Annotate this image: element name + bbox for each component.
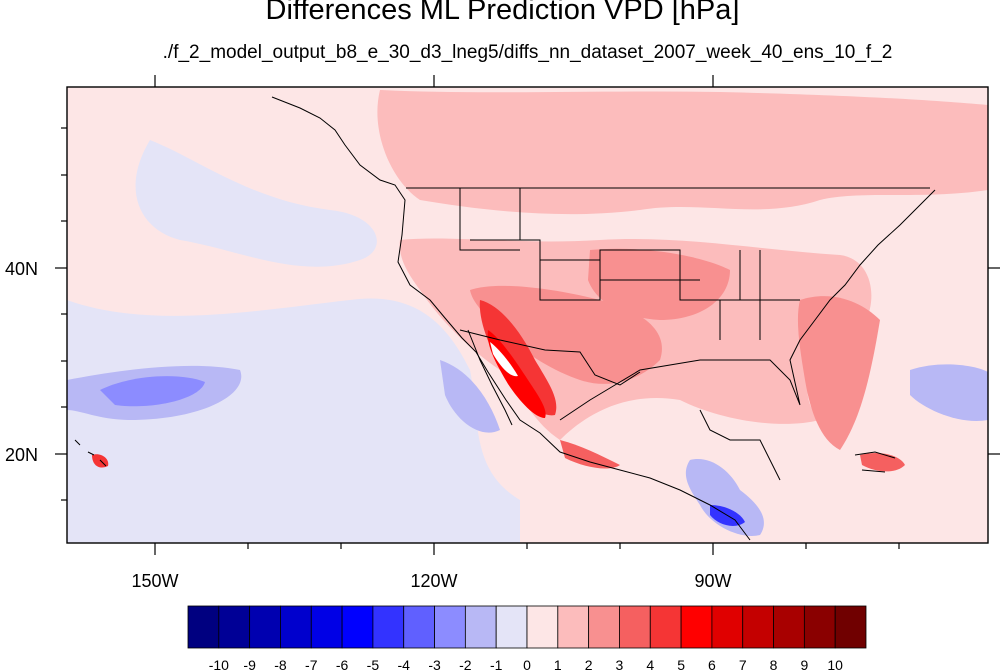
field-california-positive — [479, 300, 557, 416]
colorbar-swatch — [803, 605, 836, 649]
colorbar-label: 0 — [523, 657, 531, 672]
colorbar-swatch — [495, 605, 528, 649]
colorbar-label: -4 — [398, 657, 411, 672]
y-tick-label: 20N — [5, 445, 38, 465]
colorbar-swatch — [557, 605, 590, 649]
field-plains-positive — [588, 248, 730, 320]
colorbar-label: 8 — [770, 657, 778, 672]
colorbar-swatch — [588, 605, 620, 649]
colorbar-swatch — [372, 605, 405, 649]
colorbar-swatch — [341, 605, 374, 649]
colorbar-swatch — [280, 605, 312, 649]
colorbar-label: 9 — [800, 657, 808, 672]
colorbar-label: 2 — [585, 657, 593, 672]
state-borders — [459, 188, 800, 340]
coastline-layer — [74, 96, 936, 541]
colorbar-swatch — [464, 605, 497, 649]
colorbar-swatch — [619, 605, 651, 649]
hawaii-islands — [74, 439, 107, 467]
colorbar-label: -5 — [367, 657, 380, 672]
colorbar-label: 4 — [646, 657, 654, 672]
colorbar-swatch — [403, 605, 435, 649]
caribbean-islands — [854, 451, 896, 473]
colorbar-label: 1 — [554, 657, 562, 672]
colorbar-swatch — [649, 605, 682, 649]
colorbar-label: -6 — [336, 657, 349, 672]
field-north-pacific-negative — [135, 140, 377, 267]
field-southwest-positive — [470, 285, 662, 384]
colorbar-swatch — [434, 605, 466, 649]
colorbar-label: 6 — [708, 657, 716, 672]
x-tick-label: 120W — [410, 571, 457, 591]
colorbar-swatch — [773, 605, 805, 649]
colorbar-label: -3 — [428, 657, 441, 672]
colorbar-swatch — [711, 605, 744, 649]
colorbar-swatch — [187, 605, 220, 649]
yucatan-coastline — [699, 409, 781, 481]
colorbar-label: -1 — [490, 657, 503, 672]
colorbar-label: 10 — [827, 657, 843, 672]
baja-coastline — [467, 329, 513, 426]
field-pacific-negative — [67, 298, 520, 543]
field-north-positive — [377, 90, 988, 215]
gulf-atlantic-coastline — [559, 189, 936, 421]
field-negative-core — [100, 376, 205, 407]
colorbar-swatch — [834, 605, 867, 649]
colorbar: -10 -9 -8 -7 -6 -5 -4 -3 -2 -1 0 1 2 3 4 5 6 7 8 9 10 — [187, 605, 867, 672]
colorbar-label: -7 — [305, 657, 318, 672]
colorbar-swatch — [526, 605, 559, 649]
colorbar-label: -2 — [459, 657, 472, 672]
field-layer — [67, 87, 988, 543]
colorbar-label: -8 — [274, 657, 287, 672]
field-baja-negative — [440, 360, 500, 433]
colorbar-label: -10 — [209, 657, 229, 672]
field-central-america-negative — [685, 459, 764, 536]
field-atlantic-negative — [910, 364, 988, 421]
colorbar-label: 7 — [739, 657, 747, 672]
x-tick-label: 150W — [131, 571, 178, 591]
x-ticks — [154, 75, 900, 555]
field-california-center — [490, 342, 518, 377]
colorbar-label: -9 — [243, 657, 256, 672]
field-mexico-positive — [560, 440, 620, 469]
colorbar-label: 5 — [677, 657, 685, 672]
colorbar-label: 3 — [616, 657, 624, 672]
colorbar-swatch — [680, 605, 713, 649]
plot-subtitle: ./f_2_model_output_b8_e_30_d3_lneg5/diff… — [162, 42, 893, 63]
y-ticks — [55, 127, 1000, 501]
colorbar-swatch — [249, 605, 281, 649]
pacific-coastline — [271, 96, 751, 541]
colorbar-swatch — [310, 605, 343, 649]
x-tick-label: 90W — [694, 571, 731, 591]
colorbar-swatch — [218, 605, 251, 649]
field-gulfstream-positive — [797, 296, 880, 450]
us-mexico-border — [459, 329, 641, 386]
colorbar-swatch — [742, 605, 774, 649]
y-tick-label: 40N — [5, 259, 38, 279]
plot-title: Differences ML Prediction VPD [hPa] — [265, 0, 740, 26]
